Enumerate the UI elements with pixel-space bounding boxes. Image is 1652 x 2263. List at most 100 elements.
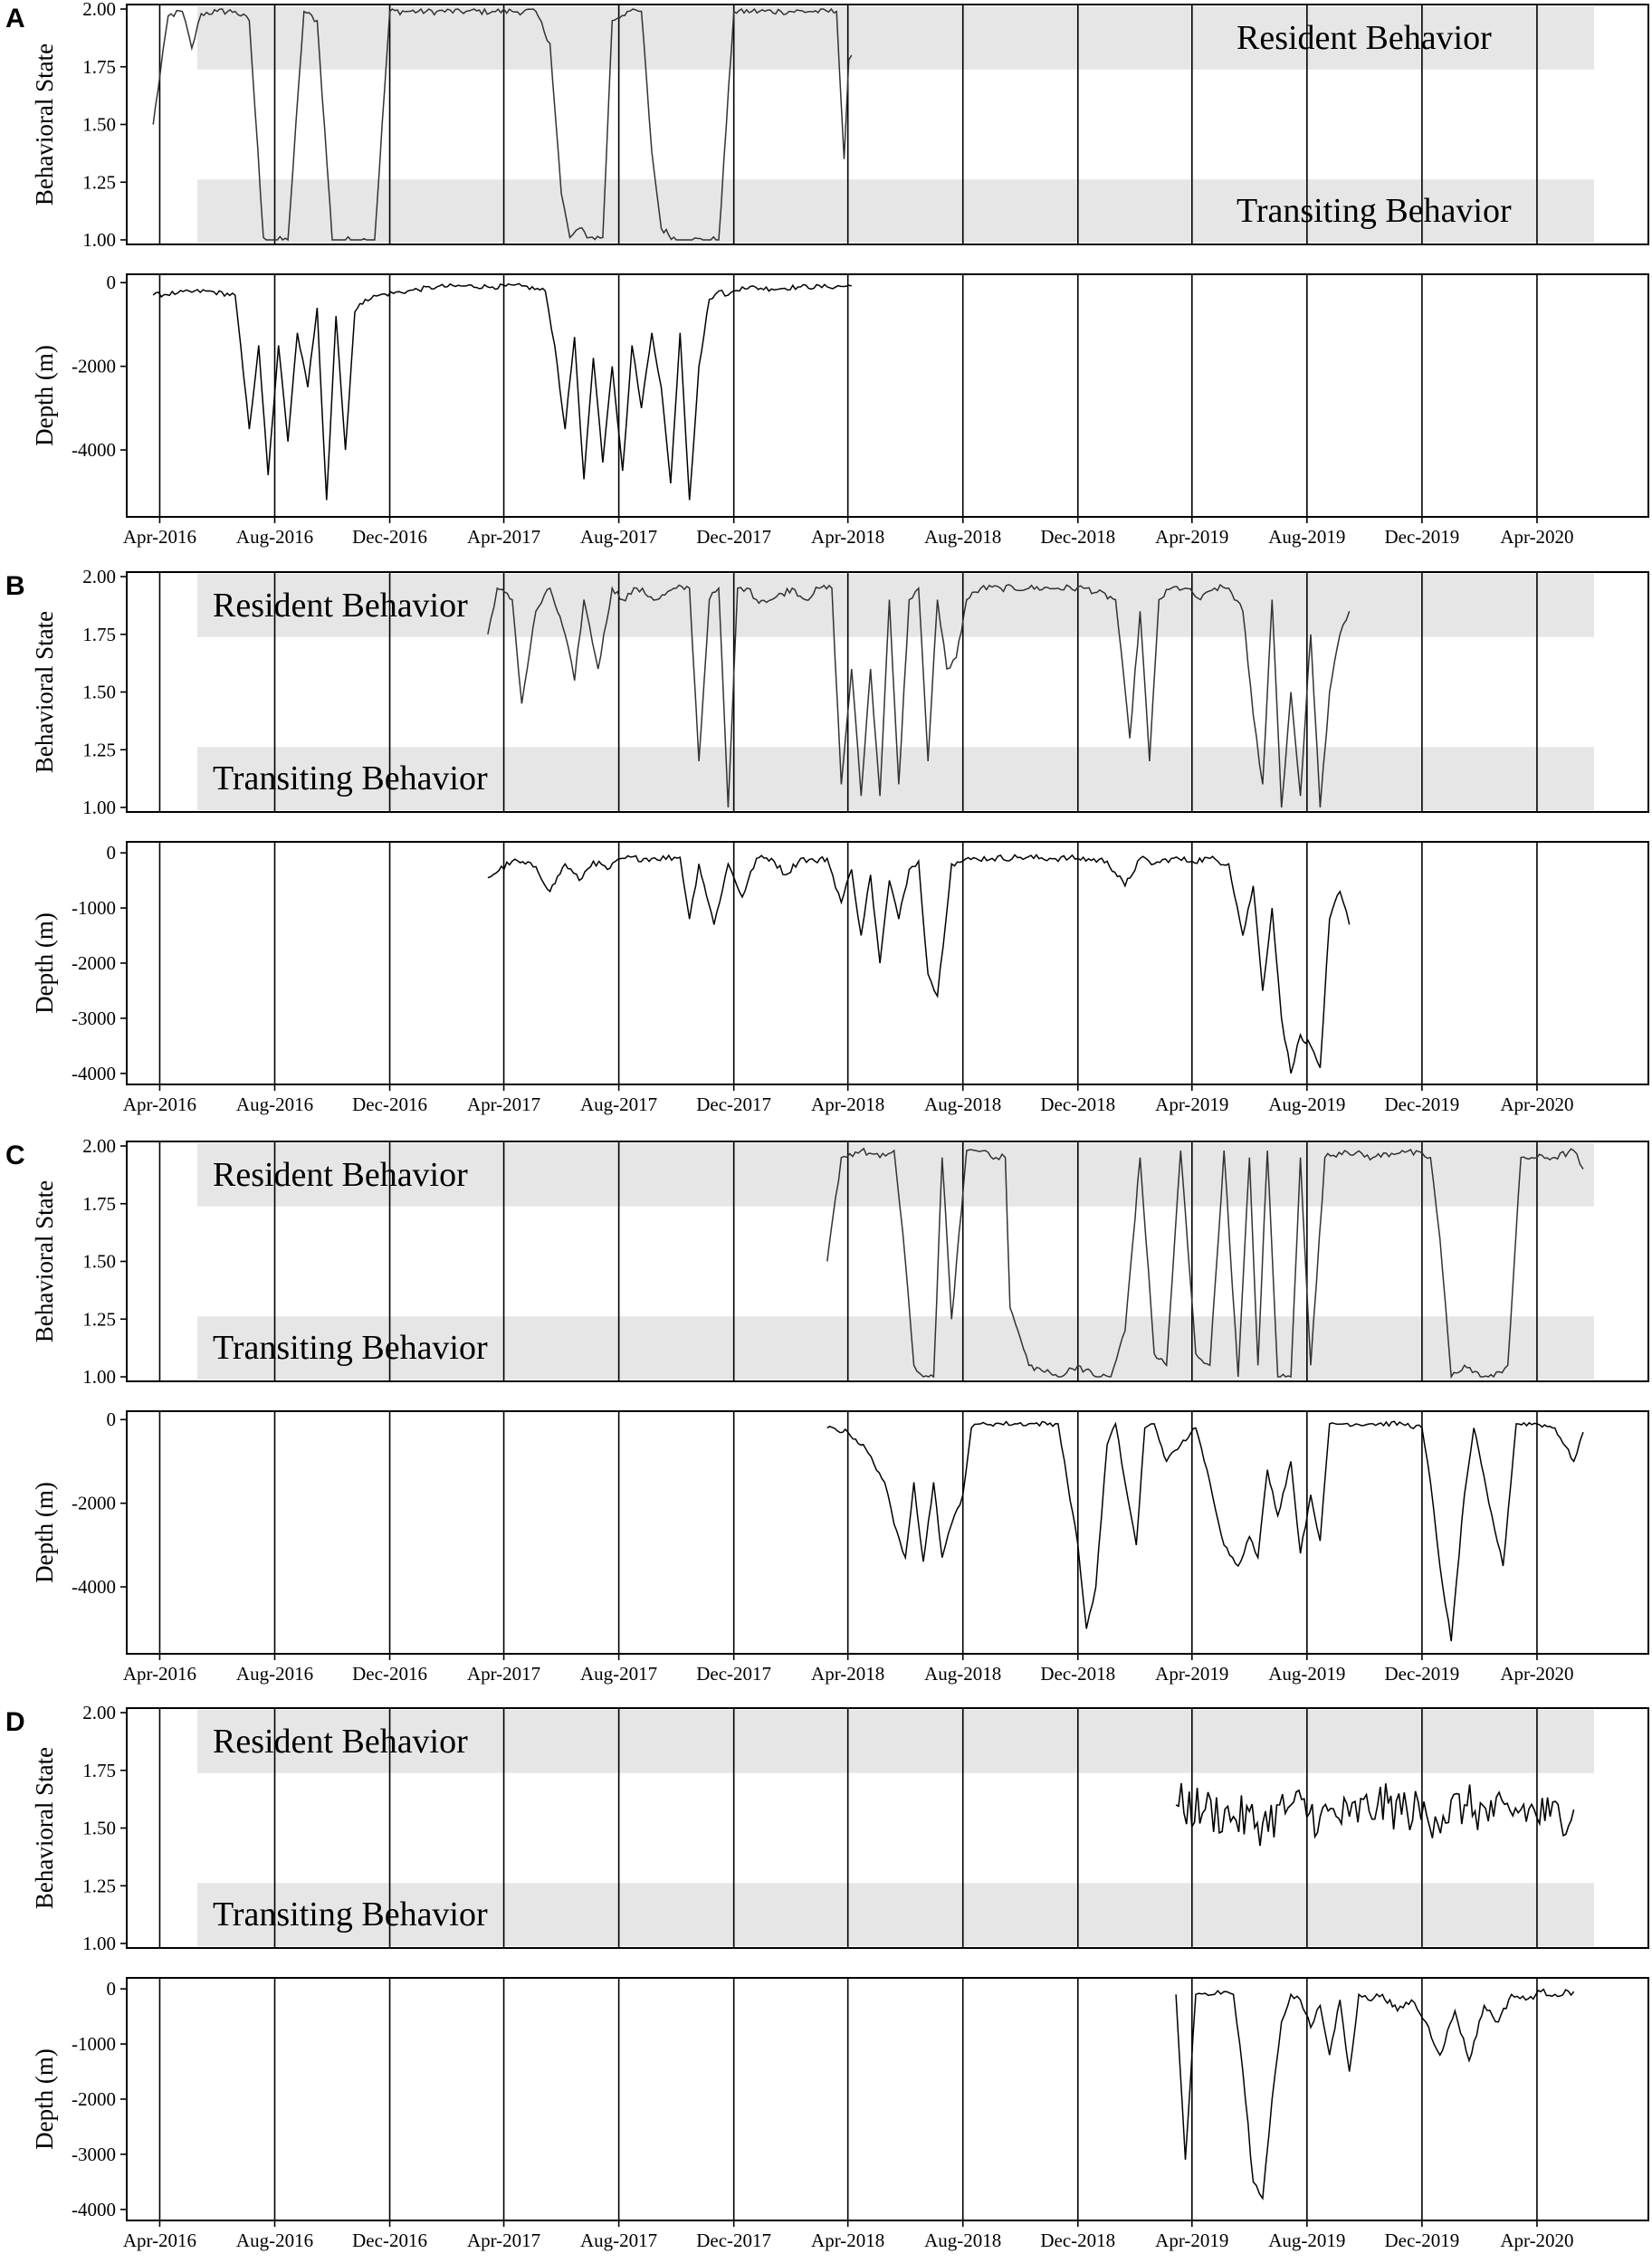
x-tick-label: Aug-2017 [580,526,657,548]
y-tick-label: -4000 [72,1576,116,1598]
depth-frame [126,841,1649,1085]
x-tick-label: Aug-2019 [1268,1663,1345,1685]
y-tick-label: 1.75 [82,624,116,645]
y-tick-label: 1.25 [82,1308,116,1330]
x-tick-label: Apr-2020 [1500,526,1573,548]
depth-y-axis-label: Depth (m) [31,345,58,446]
x-tick-label: Aug-2018 [924,1663,1001,1685]
resident-behavior-label: Resident Behavior [213,587,468,625]
x-tick-label: Dec-2016 [352,1663,427,1685]
y-tick-label: 2.00 [82,0,116,20]
y-tick-label: 0 [107,842,117,864]
resident-band [197,1710,1594,1773]
y-tick-label: -4000 [72,439,116,461]
x-tick-label: Apr-2016 [123,1093,196,1115]
x-tick-label: Dec-2018 [1040,526,1115,548]
x-tick-label: Apr-2018 [811,1663,884,1685]
y-tick-label: 1.50 [82,682,116,703]
y-tick-label: 1.25 [82,1875,116,1896]
x-tick-label: Aug-2018 [924,526,1001,548]
x-tick-label: Aug-2019 [1268,526,1345,548]
x-tick-label: Dec-2017 [696,2230,771,2251]
transiting-behavior-label: Transiting Behavior [213,1895,488,1934]
depth-series [1175,1988,1575,2201]
behavior-series [152,7,853,242]
x-tick-label: Aug-2017 [580,1663,657,1685]
x-tick-label: Apr-2020 [1500,1663,1573,1685]
transiting-band [197,179,1594,243]
y-tick-label: 1.50 [82,1818,116,1839]
y-tick-label: -4000 [72,1063,116,1084]
depth-series [487,854,1351,1074]
x-tick-label: Dec-2016 [352,1093,427,1115]
panel-letter: B [5,571,25,601]
x-tick-label: Apr-2020 [1500,1093,1573,1115]
y-tick-label: 2.00 [82,1135,116,1157]
depth-series [826,1420,1584,1642]
x-tick-label: Apr-2019 [1155,2230,1228,2251]
x-tick-label: Apr-2018 [811,2230,884,2251]
x-tick-label: Dec-2017 [696,526,771,548]
x-tick-label: Apr-2016 [123,526,196,548]
y-tick-label: -2000 [72,2088,116,2110]
x-tick-label: Apr-2019 [1155,1093,1228,1115]
x-tick-label: Aug-2019 [1268,2230,1345,2251]
transiting-behavior-label: Transiting Behavior [1237,192,1512,230]
behavior-series [487,583,1351,808]
depth-frame [126,273,1649,518]
depth-series [152,282,852,501]
resident-behavior-label: Resident Behavior [213,1156,468,1194]
y-tick-label: 0 [107,1978,117,2000]
transiting-band [197,1316,1594,1380]
resident-behavior-label: Resident Behavior [213,1723,468,1761]
transiting-behavior-label: Transiting Behavior [213,759,488,797]
y-tick-label: 1.25 [82,171,116,193]
depth-y-axis-label: Depth (m) [31,2048,58,2150]
panel-d: D Resident Behavior Transiting Behavior 1.0… [5,1702,1649,2251]
y-tick-label: 1.75 [82,1193,116,1215]
panel-letter: C [5,1141,25,1170]
transiting-band [197,747,1594,810]
resident-band [197,574,1594,637]
y-tick-label: -4000 [72,2199,116,2220]
x-tick-label: Dec-2018 [1040,1663,1115,1685]
y-tick-label: 1.00 [82,797,116,818]
x-tick-label: Apr-2018 [811,1093,884,1115]
x-tick-label: Dec-2018 [1040,2230,1115,2251]
y-tick-label: 2.00 [82,566,116,587]
x-tick-label: Dec-2019 [1384,526,1459,548]
y-tick-label: 1.00 [82,1366,116,1388]
x-tick-label: Aug-2016 [236,1093,313,1115]
x-tick-label: Dec-2017 [696,1093,771,1115]
x-tick-label: Aug-2018 [924,2230,1001,2251]
y-tick-label: 1.00 [82,1933,116,1954]
y-tick-label: 0 [107,1408,117,1430]
x-tick-label: Dec-2017 [696,1663,771,1685]
y-tick-label: -3000 [72,2144,116,2165]
panel-a: A Resident Behavior Transiting Behavior 1.0… [5,0,1649,548]
behavior-y-axis-label: Behavioral State [31,1180,58,1342]
x-tick-label: Aug-2016 [236,526,313,548]
y-tick-label: 1.00 [82,229,116,251]
x-tick-label: Aug-2019 [1268,1093,1345,1115]
x-tick-label: Apr-2018 [811,526,884,548]
x-tick-label: Dec-2019 [1384,2230,1459,2251]
depth-y-axis-label: Depth (m) [31,1482,58,1583]
y-tick-label: 1.75 [82,1760,116,1781]
behavior-y-axis-label: Behavioral State [31,1747,58,1909]
x-tick-label: Dec-2016 [352,526,427,548]
resident-behavior-label: Resident Behavior [1237,19,1492,57]
y-tick-label: 1.25 [82,739,116,760]
y-tick-label: 0 [107,272,117,293]
depth-frame [126,1410,1649,1655]
y-tick-label: 1.75 [82,56,116,78]
y-tick-label: -2000 [72,356,116,377]
x-tick-label: Apr-2019 [1155,526,1228,548]
y-tick-label: -1000 [72,2033,116,2055]
y-tick-label: -2000 [72,1493,116,1514]
depth-y-axis-label: Depth (m) [31,912,58,1014]
x-tick-label: Aug-2017 [580,2230,657,2251]
behavior-y-axis-label: Behavioral State [31,611,58,773]
x-tick-label: Apr-2019 [1155,1663,1228,1685]
